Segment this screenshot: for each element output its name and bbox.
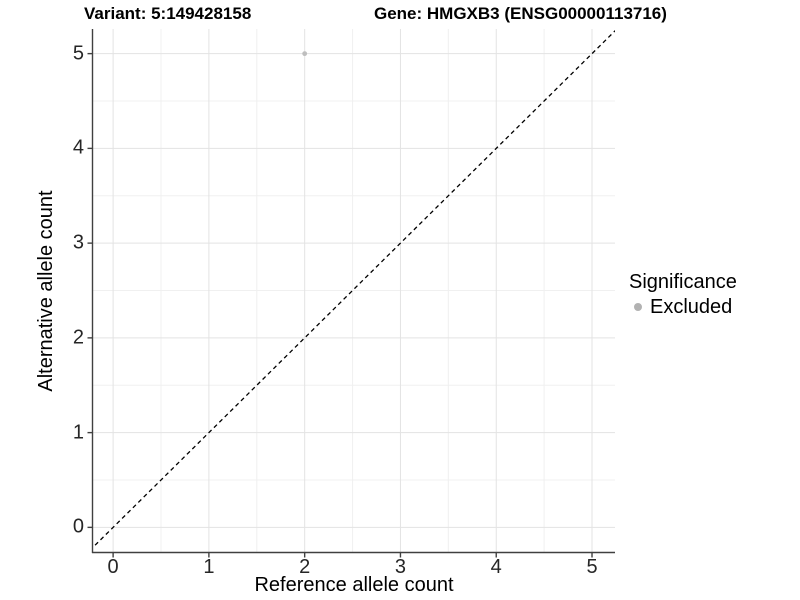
- x-tick-label: 4: [490, 556, 502, 578]
- x-tick-label: 0: [107, 556, 119, 578]
- y-axis-title: Alternative allele count: [35, 190, 57, 392]
- y-tick-label: 4: [72, 136, 84, 159]
- legend-item-label: Excluded: [650, 296, 733, 318]
- plot-title-gene: Gene: HMGXB3 (ENSG00000113716): [374, 4, 667, 23]
- plot-title-variant: Variant: 5:149428158: [84, 4, 252, 23]
- identity-line: [93, 29, 615, 549]
- legend-title: Significance: [629, 271, 737, 293]
- y-tick-label: 1: [72, 421, 84, 444]
- y-tick-label: 2: [72, 326, 84, 349]
- y-tick-label: 3: [72, 231, 84, 254]
- y-tick-label: 5: [72, 42, 84, 65]
- x-tick-label: 1: [203, 556, 215, 578]
- x-tick-label: 2: [299, 556, 311, 578]
- legend-item-excluded: Excluded: [629, 296, 737, 318]
- data-point: [302, 51, 308, 57]
- x-tick-label: 5: [586, 556, 598, 578]
- legend: Significance Excluded: [629, 271, 737, 318]
- x-tick-label: 3: [394, 556, 407, 578]
- excluded-point-icon: [634, 303, 642, 311]
- y-tick-label: 0: [72, 515, 84, 538]
- x-axis-title: Reference allele count: [254, 574, 454, 596]
